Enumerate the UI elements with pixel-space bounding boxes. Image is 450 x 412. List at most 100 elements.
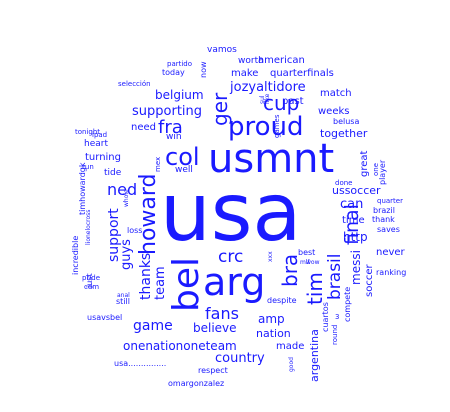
- word-need: need: [131, 122, 156, 133]
- word-sul: sul: [259, 95, 266, 104]
- word-3: 3: [335, 313, 339, 321]
- word-quarter: quarter: [377, 197, 403, 205]
- word-one: one: [372, 163, 380, 176]
- word-amp: amp: [258, 312, 285, 326]
- word-usa-dots: usa...............: [114, 359, 166, 368]
- word-cup: cup: [263, 91, 299, 115]
- word-game: game: [133, 318, 173, 334]
- word-lionelocross: lionelocross: [85, 210, 92, 245]
- word-thanks: thanks: [138, 253, 154, 300]
- word-timhowardgk: timhowardgk: [78, 162, 87, 215]
- word-ussoccer: ussoccer: [332, 184, 381, 197]
- word-well: well: [175, 165, 193, 175]
- word-like: like: [264, 93, 271, 104]
- word-best: best: [298, 248, 315, 257]
- word-together: together: [320, 127, 368, 140]
- word-ger: ger: [208, 92, 232, 126]
- word-xxx: xxx: [267, 251, 274, 262]
- word-country: country: [215, 351, 265, 366]
- word-bra: bra: [278, 254, 302, 287]
- word-worth: worth: [238, 56, 264, 66]
- word-mex: mex: [154, 157, 162, 172]
- word-usavsbel: usavsbel: [87, 313, 122, 322]
- word-fans: fans: [205, 304, 239, 323]
- word-just: just: [85, 273, 94, 289]
- word-win: win: [166, 132, 182, 142]
- word-guys: guys: [119, 239, 134, 270]
- word-despite: despite: [267, 296, 297, 305]
- word-today: today: [162, 68, 185, 77]
- word-mlf: mlf: [300, 259, 311, 266]
- word-final: final: [341, 204, 363, 245]
- word-tonight: tonight: [75, 128, 100, 136]
- word-brasil: brasil: [325, 253, 345, 300]
- word-pride: pride: [82, 274, 100, 282]
- word-made: made: [276, 341, 304, 352]
- word-belusa: belusa: [333, 117, 359, 126]
- word-usmnt: usmnt: [208, 136, 334, 182]
- word-team: team: [153, 266, 168, 300]
- word-can: can: [340, 197, 363, 212]
- word-make: make: [231, 68, 258, 79]
- word-cuartos: cuartos: [321, 302, 330, 332]
- word-tide: tide: [104, 168, 122, 178]
- word-good: good: [288, 357, 295, 372]
- word-done: done: [335, 179, 352, 187]
- word-col: col: [165, 143, 200, 171]
- word-player: player: [378, 159, 387, 185]
- word-tim: tim: [303, 272, 327, 305]
- word-wow: wow: [306, 259, 320, 266]
- word-match: match: [320, 88, 352, 99]
- word-partido: partido: [167, 60, 192, 68]
- word-cdm: cdm: [84, 283, 99, 291]
- word-messi: messi: [349, 250, 363, 285]
- word-onenationoneteam: onenationoneteam: [123, 339, 237, 353]
- word-seleccion: selección: [118, 80, 151, 88]
- word-supporting: supporting: [132, 104, 202, 119]
- word-support: support: [106, 208, 122, 262]
- word-respect: respect: [198, 366, 228, 375]
- word-bel: bel: [166, 257, 207, 312]
- word-round: round: [331, 325, 339, 345]
- word-thank: thank: [372, 215, 395, 224]
- word-compete: compete: [343, 287, 352, 322]
- word-saves: saves: [377, 225, 400, 234]
- word-proud: proud: [228, 112, 304, 142]
- word-jozyaltidore: jozyaltidore: [229, 80, 306, 95]
- word-ranking: ranking: [376, 268, 406, 277]
- word-heart: heart: [84, 139, 108, 149]
- word-arg: arg: [203, 260, 265, 304]
- word-ned: ned: [107, 180, 137, 199]
- word-anal: anal: [117, 292, 130, 299]
- word-great: great: [359, 150, 370, 177]
- word-games: games: [273, 114, 281, 138]
- word-believe: believe: [193, 321, 237, 335]
- word-ipad: ipad: [92, 131, 107, 139]
- word-nation: nation: [256, 327, 291, 340]
- word-quarterfinals: quarterfinals: [270, 68, 334, 79]
- word-never: never: [376, 247, 406, 258]
- word-weeks: weeks: [318, 106, 349, 117]
- word-belgium: belgium: [155, 88, 204, 102]
- word-past: past: [282, 96, 304, 107]
- word-time: time: [342, 215, 365, 226]
- word-loss: loss: [127, 226, 142, 235]
- word-omargonzalez: omargonzalez: [168, 379, 224, 388]
- word-now: now: [199, 61, 208, 78]
- word-run: run: [82, 163, 94, 171]
- word-incredible: incredible: [71, 236, 80, 275]
- word-usa: usa: [160, 166, 301, 259]
- word-crc: crc: [218, 247, 243, 267]
- word-howard: howard: [136, 173, 161, 255]
- word-turning: turning: [85, 152, 121, 163]
- word-soccer: soccer: [364, 264, 375, 297]
- word-fra: fra: [158, 117, 183, 138]
- word-still: still: [116, 297, 130, 306]
- word-brazil: brazil: [373, 206, 395, 215]
- word-american: american: [258, 55, 305, 66]
- word-vamos: vamos: [207, 45, 237, 55]
- word-whole: whole: [123, 189, 130, 207]
- word-argentina: argentina: [308, 329, 321, 382]
- word-http: http: [343, 230, 368, 244]
